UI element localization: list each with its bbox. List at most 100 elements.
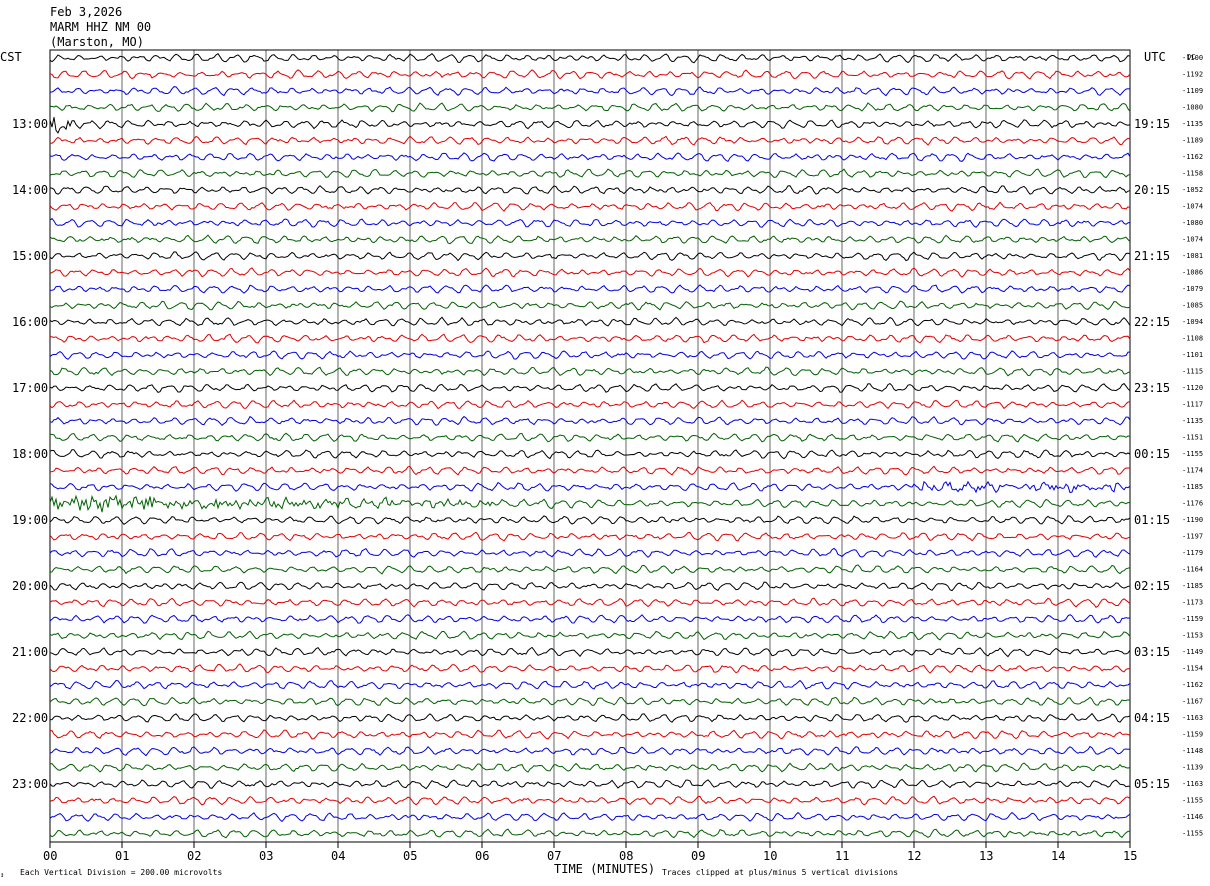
trace-line (49, 531, 1131, 542)
dc-offset-label: -1155 (1182, 830, 1203, 838)
dc-offset-label: -1190 (1182, 516, 1203, 524)
scale-note: Each Vertical Division = 200.00 microvol… (20, 868, 222, 877)
x-tick-label: 05 (403, 849, 417, 863)
trace-line (49, 614, 1131, 624)
left-hour-label: 17:00 (12, 381, 48, 395)
dc-offset-label: -1146 (1182, 813, 1203, 821)
trace-line (49, 449, 1131, 460)
dc-offset-label: -1155 (1182, 797, 1203, 805)
minute-gridlines (121, 50, 1059, 842)
trace-line (49, 581, 1131, 592)
dc-offset-label: -1101 (1182, 351, 1203, 359)
trace-line (49, 316, 1131, 327)
right-hour-label: 23:15 (1134, 381, 1170, 395)
right-hour-label: 01:15 (1134, 513, 1170, 527)
dc-offset-label: -1158 (1182, 170, 1203, 178)
trace-line (49, 168, 1131, 179)
x-axis-ticks: 00 01 02 03 04 05 06 07 08 09 10 11 12 13 14 15 (43, 842, 1137, 863)
right-hour-label: 03:15 (1134, 645, 1170, 659)
dc-offset-label: -1094 (1182, 318, 1203, 326)
x-tick-label: 08 (619, 849, 633, 863)
right-hour-label: 21:15 (1134, 249, 1170, 263)
x-tick-label: 02 (187, 849, 201, 863)
dc-offset-label: -1197 (1182, 533, 1203, 541)
trace-line (49, 234, 1131, 245)
dc-offset-label: -1162 (1182, 681, 1203, 689)
dc-offset-label: -1052 (1182, 186, 1203, 194)
right-hour-label: 05:15 (1134, 777, 1170, 791)
trace-line (49, 515, 1131, 525)
clip-note: Traces clipped at plus/minus 5 vertical … (662, 868, 898, 877)
right-hour-label: 19:15 (1134, 117, 1170, 131)
x-tick-label: 12 (907, 849, 921, 863)
trace-line (49, 366, 1131, 377)
dc-header: DC (1187, 53, 1195, 61)
dc-offset-label: -1115 (1182, 368, 1203, 376)
trace-line (49, 646, 1131, 658)
trace-line (49, 399, 1131, 410)
trace-line (49, 201, 1131, 212)
trace-line (49, 85, 1131, 97)
dc-offset-label: -1120 (1182, 384, 1203, 392)
trace-line (49, 696, 1131, 707)
dc-offset-label: -1081 (1182, 252, 1203, 260)
trace-line (49, 811, 1131, 823)
left-hour-label: 22:00 (12, 711, 48, 725)
trace-line (49, 53, 1131, 64)
trace-line (49, 69, 1131, 80)
dc-offset-label: -1149 (1182, 648, 1203, 656)
trace-line (49, 152, 1131, 163)
x-tick-label: 07 (547, 849, 561, 863)
trace-line (49, 663, 1131, 674)
trace-line (49, 382, 1131, 393)
trace-line (49, 415, 1131, 426)
dc-offset-label: -1151 (1182, 434, 1203, 442)
x-tick-label: 06 (475, 849, 489, 863)
dc-offset-label: -1163 (1182, 780, 1203, 788)
x-tick-label: 03 (259, 849, 273, 863)
trace-line (49, 480, 1131, 494)
trace-line (49, 350, 1130, 360)
dc-offset-label: -1153 (1182, 632, 1203, 640)
dc-offset-label: -1189 (1182, 137, 1203, 145)
trace-line (49, 300, 1131, 311)
trace-line (49, 630, 1131, 641)
left-hour-label: 15:00 (12, 249, 48, 263)
trace-line (49, 333, 1131, 344)
trace-line (49, 762, 1131, 773)
dc-offset-label: -1079 (1182, 285, 1203, 293)
left-hour-label: 18:00 (12, 447, 48, 461)
dc-offset-label: -1108 (1182, 335, 1203, 343)
dc-offset-label: -1167 (1182, 698, 1203, 706)
dc-offset-label: -1185 (1182, 483, 1203, 491)
dc-offset-label: -1135 (1182, 120, 1203, 128)
left-zone-label: CST (0, 50, 22, 64)
left-hour-label: 19:00 (12, 513, 48, 527)
left-hour-label: 23:00 (12, 777, 48, 791)
trace-line (49, 795, 1131, 806)
right-hour-labels: 19:15 20:15 21:15 22:15 23:15 00:15 01:15 02:15… (1134, 117, 1170, 791)
trace-line (49, 185, 1131, 195)
location-label: (Marston, MO) (50, 35, 144, 49)
left-hour-label: 16:00 (12, 315, 48, 329)
x-tick-label: 14 (1051, 849, 1065, 863)
dc-offset-label: -1192 (1182, 71, 1203, 79)
trace-line (49, 564, 1131, 575)
left-hour-label: 13:00 (12, 117, 48, 131)
dc-offset-label: -1080 (1182, 104, 1203, 112)
left-hour-labels: 13:00 14:00 15:00 16:00 17:00 18:00 19:00 20:00… (12, 117, 48, 791)
x-tick-label: 01 (115, 849, 129, 863)
trace-line (49, 465, 1131, 476)
trace-line (49, 217, 1131, 228)
trace-line (49, 712, 1131, 723)
trace-line (49, 745, 1131, 757)
dc-offset-label: -1179 (1182, 549, 1203, 557)
trace-line (49, 494, 1131, 513)
date-label: Feb 3,2026 (50, 5, 122, 19)
trace-line (49, 729, 1131, 740)
dc-offset-label: -1155 (1182, 450, 1203, 458)
dc-offset-label: -1164 (1182, 566, 1203, 574)
dc-offset-label: -1162 (1182, 153, 1203, 161)
right-zone-label: UTC (1144, 50, 1166, 64)
x-tick-label: 10 (763, 849, 777, 863)
